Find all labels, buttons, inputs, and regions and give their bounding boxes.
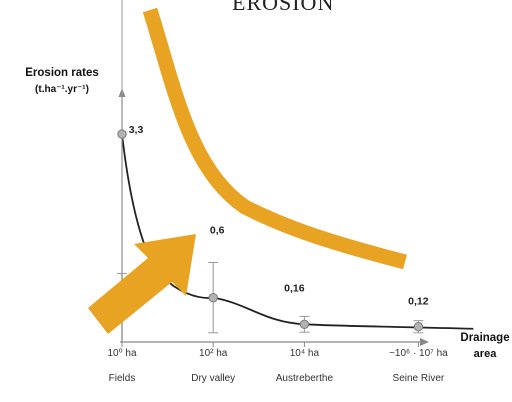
category-label: Dry valley — [191, 373, 235, 384]
x-tick-label: ~10⁶ · 10⁷ ha — [389, 348, 448, 359]
data-point — [299, 319, 310, 330]
curved-annotation-stroke — [142, 7, 407, 270]
data-value-label: 0,16 — [284, 282, 305, 294]
data-points — [117, 129, 424, 332]
data-value-label: 0,6 — [210, 225, 225, 237]
y-axis-label-line-2: (t.ha⁻¹.yr⁻¹) — [35, 84, 89, 95]
x-tick-label: 10⁰ ha — [107, 348, 136, 359]
labels: Erosion rates (t.ha⁻¹.yr⁻¹) Drainage area 3,… — [25, 67, 509, 384]
chart-title: EROSION — [232, 0, 335, 15]
fitted-curve-layer — [121, 133, 474, 330]
data-point — [413, 322, 424, 332]
data-value-label: 3,3 — [129, 124, 144, 136]
x-axis-label-line-1: Drainage — [460, 332, 509, 344]
x-tick-label: 10² ha — [199, 348, 228, 359]
fitted-curve — [121, 133, 474, 330]
category-label: Seine River — [393, 373, 445, 384]
category-label: Fields — [109, 373, 136, 384]
x-tick-label: 10⁴ ha — [290, 348, 320, 359]
data-point — [208, 292, 218, 303]
data-value-label: 0,12 — [408, 296, 429, 308]
annotation-arrows — [88, 7, 407, 334]
category-label: Austreberthe — [276, 373, 334, 384]
y-axis-label-line-1: Erosion rates — [25, 67, 99, 79]
data-point — [117, 129, 127, 139]
x-axis-label-line-2: area — [474, 348, 498, 360]
diagonal-arrow-icon — [88, 234, 196, 334]
x-axis-arrowhead — [420, 338, 429, 346]
